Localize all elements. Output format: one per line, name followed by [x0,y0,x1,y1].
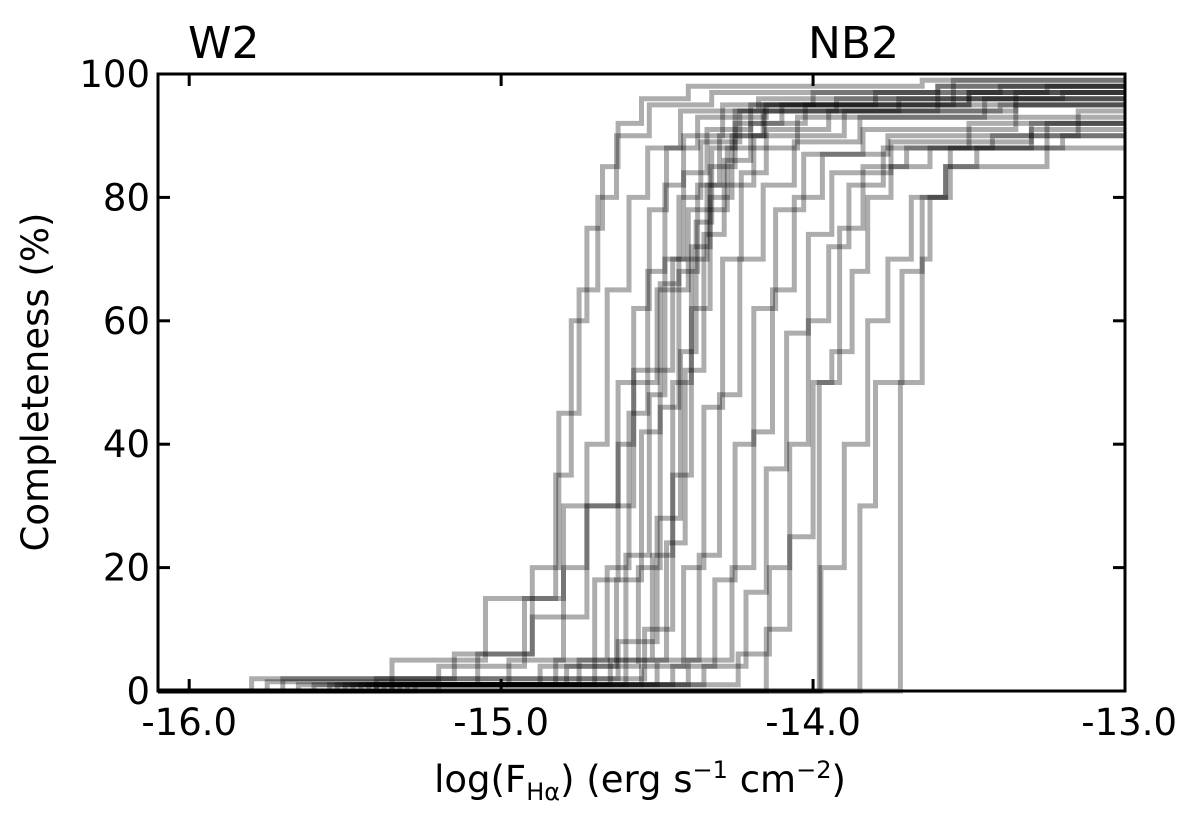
series-line-14 [158,120,1125,694]
x-tick-label: -14.0 [765,701,861,744]
series-line-24 [158,77,1125,694]
series-line-15 [158,127,1125,694]
y-tick-label: 80 [103,176,150,219]
corner-label-right: NB2 [808,18,899,69]
series-line-16 [158,133,1125,694]
series-line-13 [158,114,1125,694]
series-line-21 [158,102,1125,694]
series-line-5 [158,83,1125,694]
series-line-2 [158,83,1125,694]
series-group [158,77,1125,694]
series-line-19 [158,133,1125,694]
series-line-3 [158,90,1125,694]
series-line-25 [158,108,1125,694]
series-line-10 [158,96,1125,694]
x-tick-label: -13.0 [1081,701,1177,744]
y-tick-label: 60 [103,300,150,343]
series-line-7 [158,83,1125,694]
y-tick-label: 0 [126,670,150,713]
series-line-4 [158,96,1125,694]
series-line-23 [158,83,1125,694]
x-tick-label: -15.0 [453,701,549,744]
series-line-11 [158,102,1125,694]
series-line-17 [158,145,1125,694]
x-axis: -16.0 -15.0 -14.0 -13.0 [141,74,1177,744]
y-tick-label: 100 [79,53,150,96]
series-line-18 [158,120,1125,694]
series-line-12 [158,102,1125,694]
y-tick-label: 20 [103,547,150,590]
series-line-9 [158,90,1125,694]
x-axis-label: log(FHα) (erg s−1 cm−2) [434,756,846,806]
plot-frame [156,72,1127,693]
y-tick-label: 40 [103,423,150,466]
series-line-22 [158,96,1125,694]
y-axis: 0 20 40 60 80 100 [79,53,1125,713]
series-line-1 [158,77,1125,694]
y-axis-label: Completeness (%) [14,213,57,552]
x-tick-label: -16.0 [141,701,237,744]
corner-label-left: W2 [188,18,260,69]
series-line-6 [158,90,1125,694]
series-line-20 [158,120,1125,694]
series-line-8 [158,90,1125,694]
